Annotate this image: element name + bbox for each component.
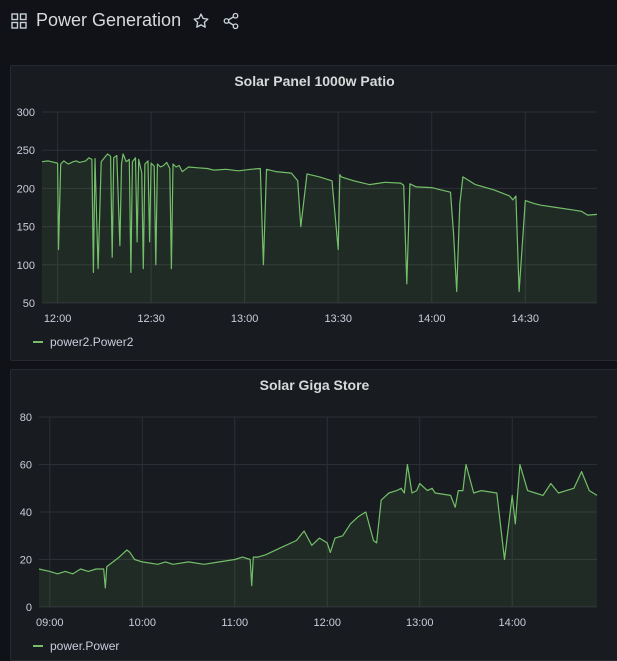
- chart-solar-giga-store: 0 20 40 60 80 09:00 10:00 11:00 12:00 13:00 14:00: [20, 412, 598, 629]
- dashboard-header: Power Generation: [0, 0, 617, 44]
- series-area: [39, 464, 597, 607]
- panel-title[interactable]: Solar Giga Store: [259, 377, 370, 393]
- panel-solar-giga-store: Solar Giga Store 0 20 40 60 80 09:00 10:00 11:0…: [10, 369, 617, 661]
- x-tick-label: 12:00: [313, 617, 341, 629]
- y-tick-label: 0: [26, 602, 32, 614]
- series-line: [41, 153, 598, 293]
- y-tick-label: 40: [20, 507, 32, 519]
- legend-item[interactable]: power2.Power2: [33, 335, 133, 349]
- y-tick-label: 300: [17, 107, 35, 119]
- legend-swatch: [33, 645, 43, 647]
- x-tick-label: 09:00: [36, 617, 64, 629]
- legend-item[interactable]: power.Power: [33, 639, 119, 653]
- panel-title[interactable]: Solar Panel 1000w Patio: [234, 73, 395, 89]
- x-tick-label: 14:00: [418, 313, 446, 325]
- y-tick-label: 100: [17, 260, 35, 272]
- y-tick-label: 50: [23, 298, 35, 310]
- y-tick-label: 200: [17, 183, 35, 195]
- panel-solar-patio: Solar Panel 1000w Patio 50 100 150 200 250 30…: [10, 65, 617, 361]
- series-line: [38, 463, 598, 589]
- legend-swatch: [33, 341, 43, 343]
- x-tick-label: 12:00: [44, 313, 72, 325]
- dashboard-title[interactable]: Power Generation: [36, 10, 182, 30]
- x-tick-label: 13:00: [406, 617, 434, 629]
- x-tick-label: 14:00: [498, 617, 526, 629]
- y-tick-label: 20: [20, 555, 32, 567]
- y-tick-label: 250: [17, 145, 35, 157]
- x-tick-label: 13:30: [324, 313, 352, 325]
- x-tick-label: 12:30: [137, 313, 165, 325]
- series-area: [42, 154, 597, 303]
- chart-solar-patio: 50 100 150 200 250 300 12:00 12:30 13:00 13:30 14:…: [17, 107, 598, 325]
- x-tick-label: 10:00: [129, 617, 157, 629]
- x-tick-label: 13:00: [231, 313, 259, 325]
- legend-label: power.Power: [50, 639, 120, 653]
- x-tick-label: 11:00: [221, 617, 248, 629]
- y-tick-label: 60: [20, 460, 32, 472]
- x-tick-label: 14:30: [512, 313, 540, 325]
- y-tick-label: 80: [20, 412, 32, 424]
- share-icon[interactable]: [222, 12, 240, 30]
- y-tick-label: 150: [17, 222, 35, 234]
- star-icon[interactable]: [192, 12, 210, 30]
- legend-label: power2.Power2: [50, 335, 134, 349]
- grid-icon[interactable]: [11, 13, 27, 29]
